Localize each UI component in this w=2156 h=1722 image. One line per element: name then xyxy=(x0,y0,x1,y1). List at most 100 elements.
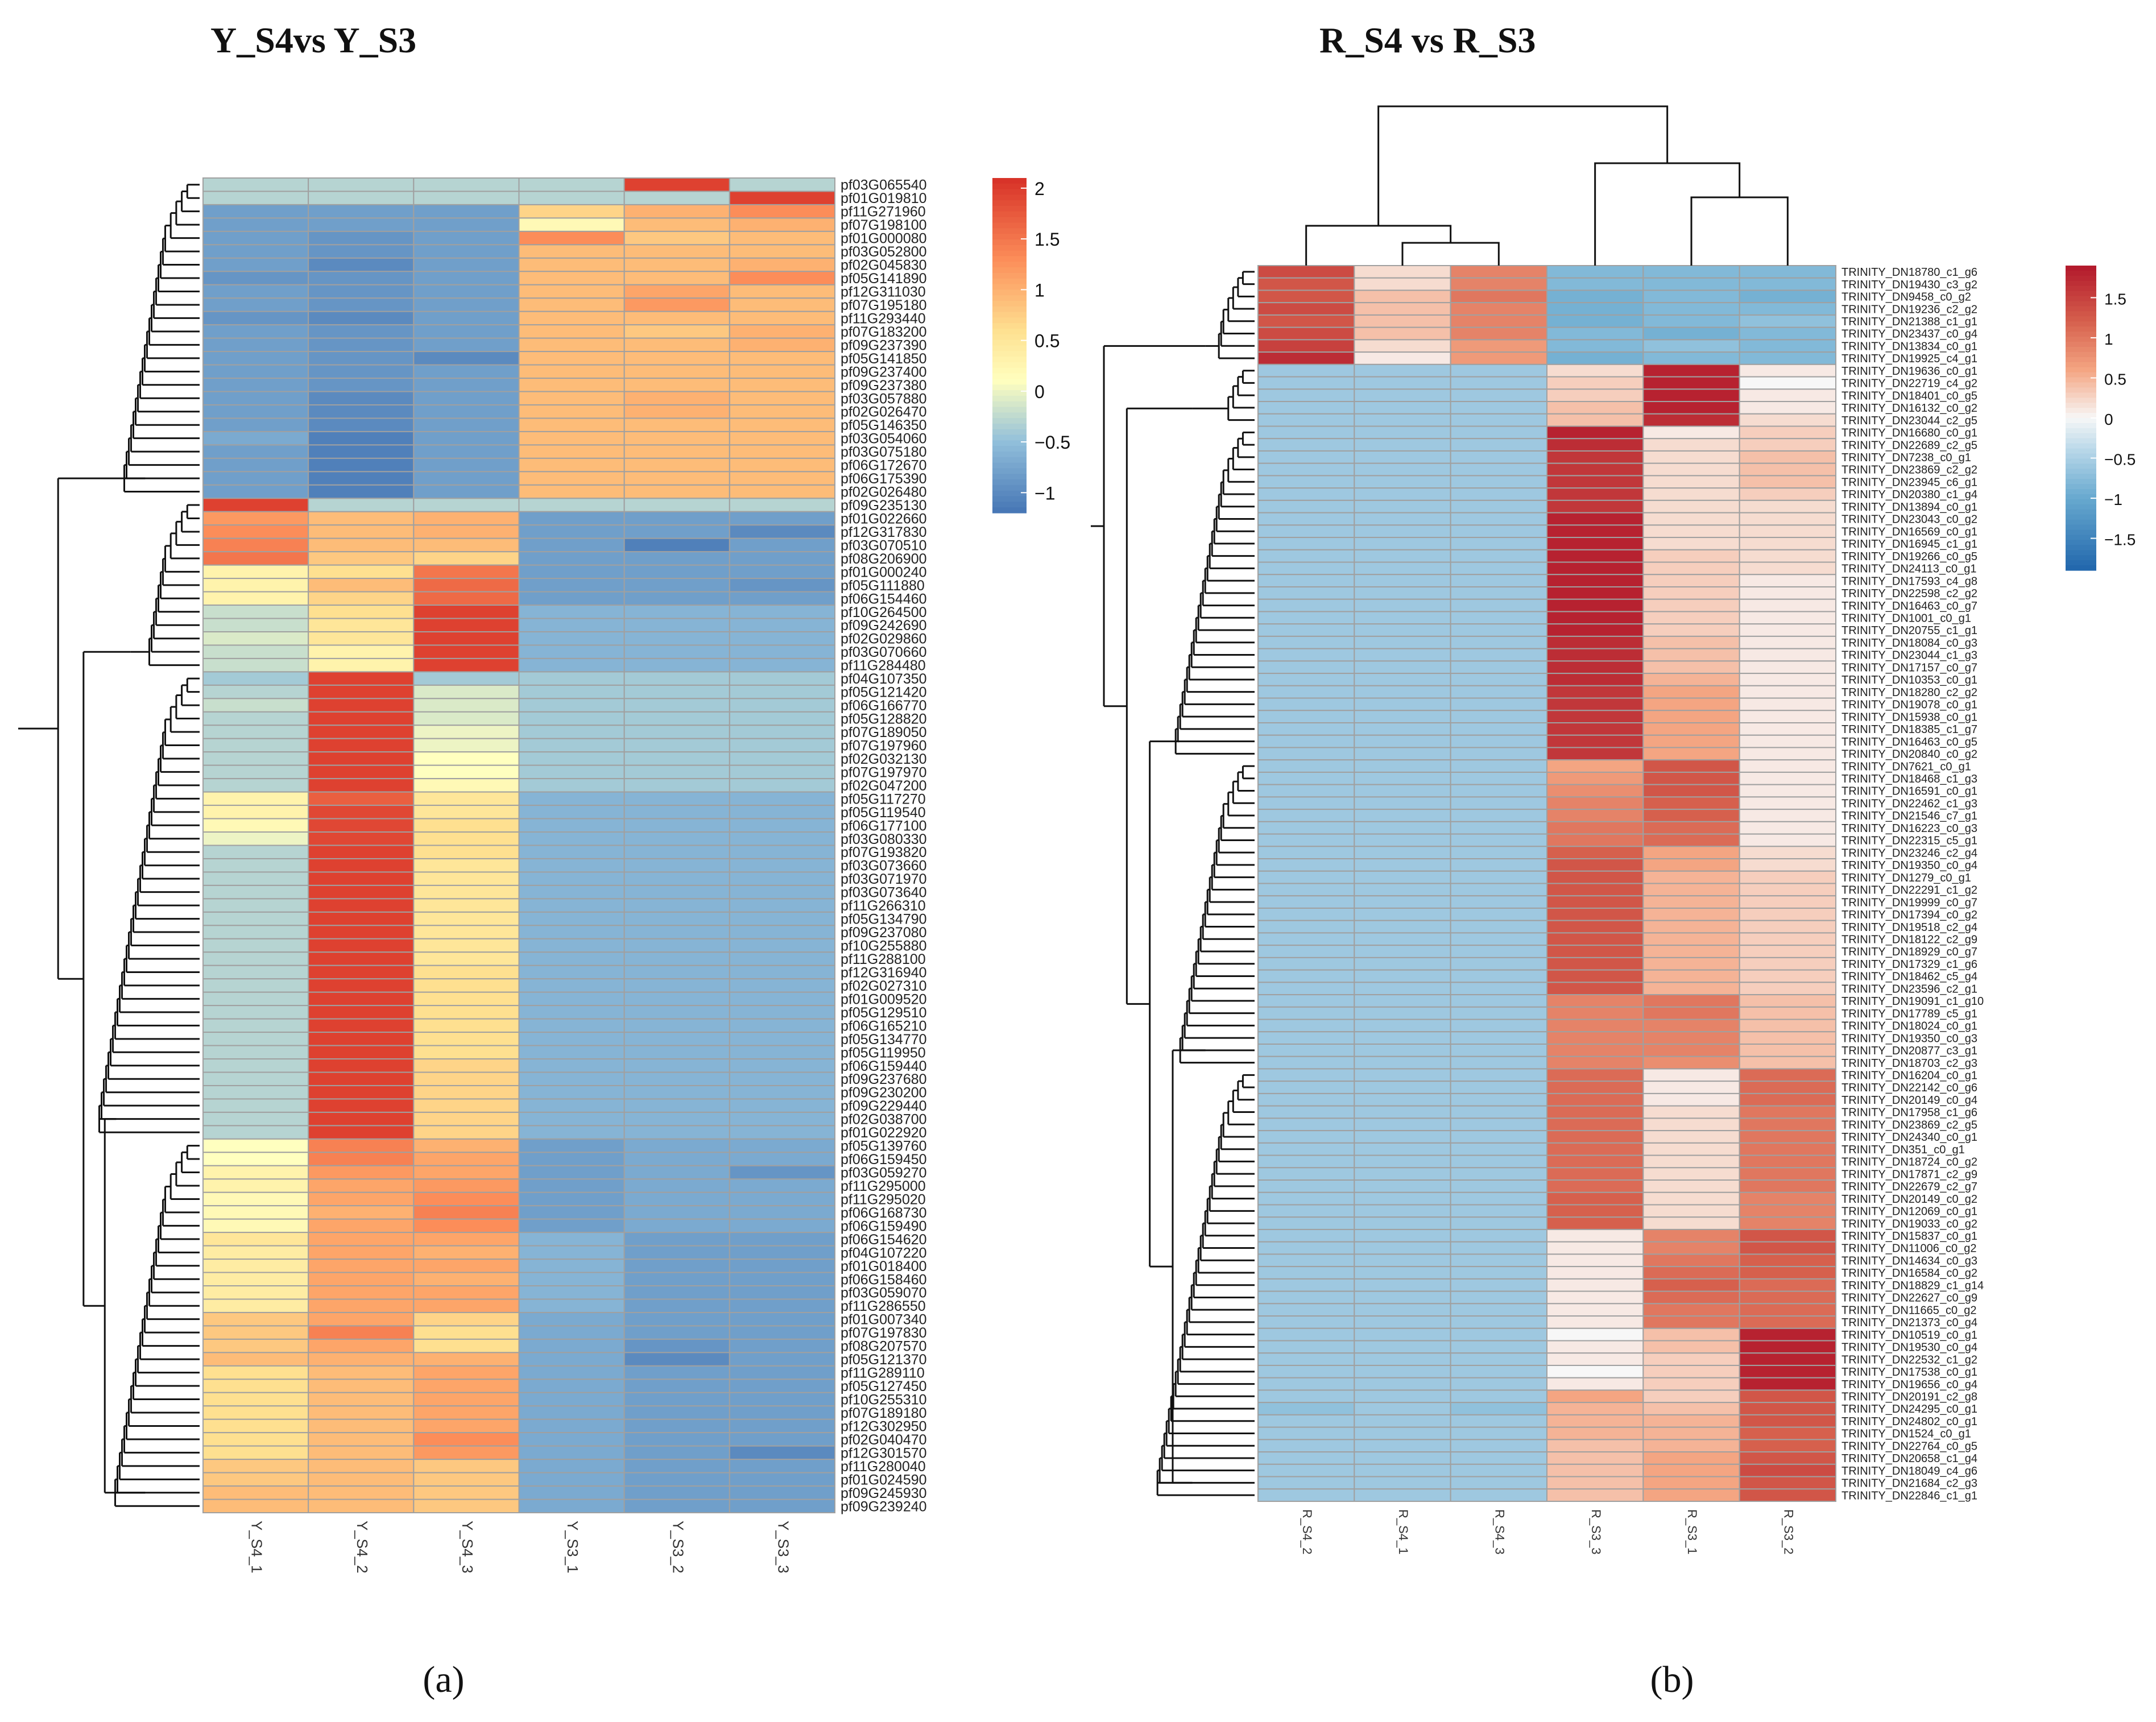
heatmap-cell xyxy=(1739,1315,1837,1329)
heatmap-cell xyxy=(518,204,625,219)
heatmap-cell xyxy=(518,217,625,232)
heatmap-cell xyxy=(623,1178,730,1193)
heatmap-cell xyxy=(623,805,730,819)
heatmap-cell xyxy=(729,1084,836,1100)
heatmap-cell xyxy=(1354,1266,1451,1280)
heatmap-cell xyxy=(1739,487,1837,501)
heatmap-cell xyxy=(202,1098,309,1113)
heatmap-cell xyxy=(1450,1055,1548,1070)
colorbar-segment xyxy=(2066,438,2096,444)
heatmap-cell xyxy=(1546,907,1644,921)
dendrogram-branch xyxy=(123,1425,200,1454)
heatmap-cell xyxy=(1546,759,1644,773)
dendrogram-branch xyxy=(144,838,200,867)
heatmap-cell xyxy=(1257,1476,1355,1490)
colorbar-segment xyxy=(992,457,1027,463)
panel-label-b: (b) xyxy=(1650,1659,1694,1700)
heatmap-cell xyxy=(202,417,309,432)
heatmap-cell xyxy=(623,764,730,780)
heatmap-cell xyxy=(518,578,625,593)
row-label: TRINITY_DN16591_c0_g1 xyxy=(1842,785,1977,798)
heatmap-cell xyxy=(1257,487,1355,501)
heatmap-cell xyxy=(1354,598,1451,612)
heatmap-cell xyxy=(729,1058,836,1073)
row-label: pf03G080330 xyxy=(841,831,927,847)
heatmap-cell xyxy=(1354,1228,1451,1243)
heatmap-cell xyxy=(413,378,520,392)
dendrogram-branch xyxy=(117,997,200,1026)
heatmap-cell xyxy=(729,311,836,326)
heatmap-cell xyxy=(308,551,415,566)
heatmap-cell xyxy=(308,1298,415,1313)
dendrogram-branch xyxy=(1242,271,1255,285)
heatmap-cell xyxy=(729,925,836,939)
heatmap-cell xyxy=(623,471,730,486)
heatmap-cell xyxy=(729,1178,836,1193)
dendrogram-branch xyxy=(155,1238,200,1267)
heatmap-cell xyxy=(1546,1179,1644,1193)
heatmap-cell xyxy=(1739,1167,1837,1181)
heatmap-cell xyxy=(1739,1327,1837,1342)
heatmap-cell xyxy=(518,698,625,713)
heatmap-cell xyxy=(729,511,836,526)
dendrogram-branch xyxy=(107,1051,200,1080)
colorbar-segment xyxy=(2066,555,2096,561)
heatmap-cell xyxy=(1642,796,1740,810)
heatmap-cell xyxy=(1450,1031,1548,1045)
heatmap-cell xyxy=(413,1111,520,1127)
heatmap-cell xyxy=(729,1045,836,1060)
colorbar-tick-label: −1 xyxy=(1034,483,1055,503)
heatmap-cell xyxy=(1257,920,1355,934)
heatmap-cell xyxy=(518,484,625,499)
colorbar-segment xyxy=(992,452,1027,458)
heatmap-cell xyxy=(1354,401,1451,415)
heatmap-cell xyxy=(1354,982,1451,996)
heatmap-title-b: R_S4 vs R_S3 xyxy=(1319,20,1536,60)
heatmap-cell xyxy=(1546,1364,1644,1379)
heatmap-cell xyxy=(729,564,836,579)
heatmap-cell xyxy=(1354,425,1451,440)
heatmap-cell xyxy=(308,831,415,846)
heatmap-cell xyxy=(623,591,730,606)
heatmap-cell xyxy=(518,244,625,259)
colorbar-segment xyxy=(2066,453,2096,460)
colorbar-segment xyxy=(2066,448,2096,454)
heatmap-cell xyxy=(729,484,836,499)
heatmap-cell xyxy=(1642,1327,1740,1342)
colorbar-segment xyxy=(2066,270,2096,276)
heatmap-cell xyxy=(729,1245,836,1260)
heatmap-cell xyxy=(202,471,309,486)
heatmap-cell xyxy=(518,818,625,833)
row-label: TRINITY_DN22719_c4_g2 xyxy=(1842,378,1977,390)
heatmap-cell xyxy=(729,991,836,1007)
heatmap-cell xyxy=(1642,1216,1740,1230)
dendrogram-branch xyxy=(146,330,200,359)
heatmap-cell xyxy=(1739,1055,1837,1070)
heatmap-cell xyxy=(623,271,730,285)
heatmap-cell xyxy=(1450,1253,1548,1268)
row-label: TRINITY_DN18462_c5_g4 xyxy=(1842,971,1977,983)
heatmap-cell xyxy=(1257,673,1355,686)
dendrogram-branch xyxy=(1237,1080,1255,1101)
heatmap-cell xyxy=(413,818,520,833)
heatmap-cell xyxy=(1354,413,1451,427)
heatmap-cell xyxy=(729,911,836,926)
colorbar-segment xyxy=(992,317,1027,324)
heatmap-cell xyxy=(1257,932,1355,946)
heatmap-cell xyxy=(1257,1055,1355,1070)
dendrogram-branch xyxy=(121,1438,200,1467)
heatmap-cell xyxy=(729,831,836,846)
heatmap-cell xyxy=(202,498,309,512)
heatmap-cell xyxy=(1739,1290,1837,1305)
heatmap-cell xyxy=(1450,561,1548,576)
colorbar-segment xyxy=(992,178,1027,184)
heatmap-cell xyxy=(1257,586,1355,600)
heatmap-cell xyxy=(202,671,309,686)
heatmap-cell xyxy=(413,191,520,205)
row-label: pf02G029860 xyxy=(841,631,927,647)
heatmap-cell xyxy=(1450,549,1548,563)
heatmap-cell xyxy=(518,657,625,673)
heatmap-cell xyxy=(1354,1019,1451,1033)
heatmap-cell xyxy=(308,858,415,873)
colorbar-segment xyxy=(992,239,1027,246)
